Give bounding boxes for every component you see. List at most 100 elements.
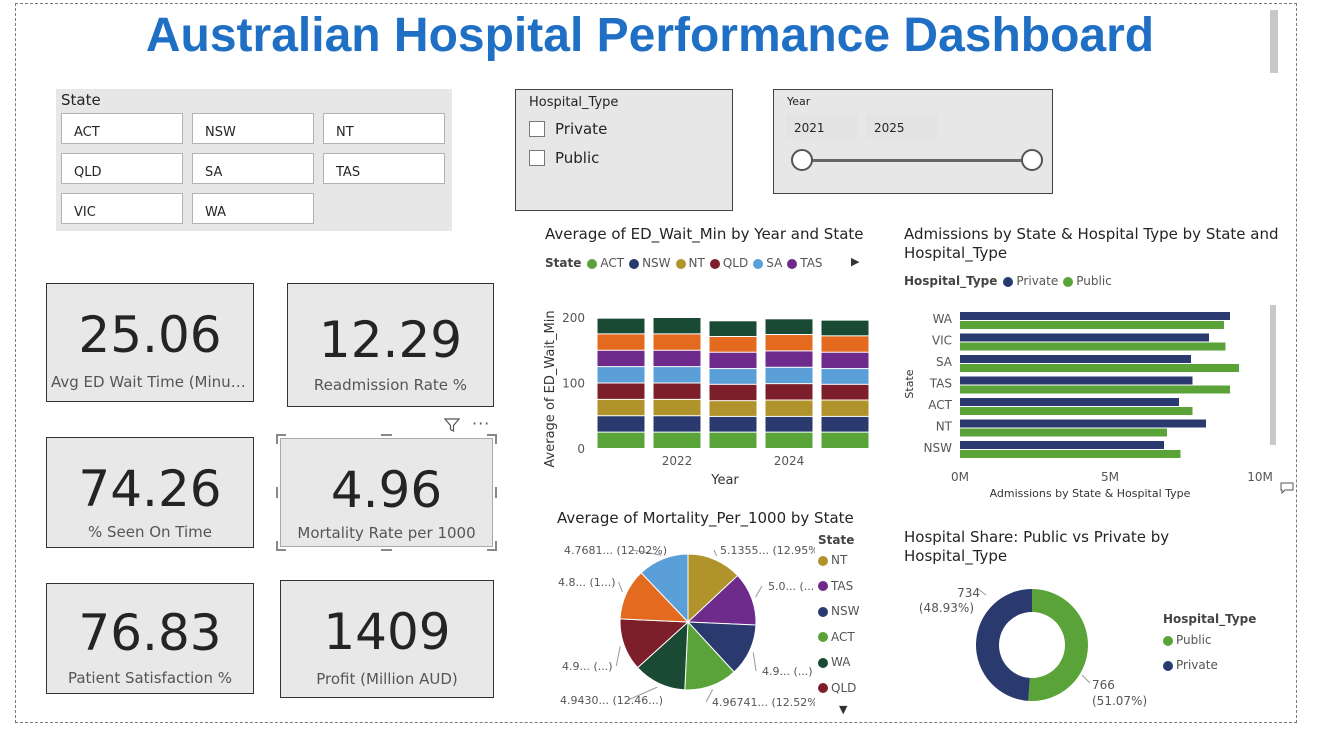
legend-marker <box>818 606 828 617</box>
kpi-value: 1409 <box>323 603 451 661</box>
hospital-type-option-private[interactable]: Private <box>529 120 607 138</box>
bar-segment <box>653 416 701 432</box>
donut-slice <box>975 589 1032 701</box>
x-tick-label: 0M <box>951 470 969 484</box>
year-slider-start-handle[interactable] <box>791 149 813 171</box>
donut-data-label: 734 <box>957 586 980 600</box>
kpi-card-readmission-rate[interactable]: 12.29 Readmission Rate % <box>287 283 494 407</box>
selection-handles[interactable] <box>276 434 497 551</box>
comment-icon[interactable] <box>1280 482 1294 497</box>
checkbox-private[interactable] <box>529 121 545 137</box>
ed-wait-chart-title: Average of ED_Wait_Min by Year and State <box>545 225 864 243</box>
mortality-legend: State NT TAS NSW ACT WA QLD <box>818 533 859 706</box>
bar-segment <box>653 318 701 334</box>
year-from-input[interactable]: 2021 <box>786 115 858 139</box>
ed-wait-stacked-column-chart[interactable]: 0 100 200 2022 2024 Year Average of ED_Wait_Mi… <box>535 285 880 490</box>
bar-segment <box>709 416 757 432</box>
bar <box>960 376 1193 385</box>
year-slicer: Year 2021 2025 <box>773 89 1053 194</box>
bar-segment <box>821 400 869 416</box>
bar <box>960 312 1230 320</box>
state-option-vic[interactable]: VIC <box>61 193 183 224</box>
bar <box>960 342 1226 351</box>
legend-marker <box>818 581 828 591</box>
legend-item-act[interactable]: ACT <box>587 256 624 270</box>
state-option-qld[interactable]: QLD <box>61 153 183 184</box>
legend-label: NSW <box>831 604 860 618</box>
filter-icon[interactable] <box>443 417 461 437</box>
kpi-card-avg-ed-wait[interactable]: 25.06 Avg ED Wait Time (Minut... <box>46 283 254 402</box>
more-options-icon[interactable]: ··· <box>472 414 491 433</box>
legend-label: QLD <box>831 680 857 695</box>
bar-segment <box>765 351 813 367</box>
bar-segment <box>709 401 757 416</box>
legend-item-private[interactable]: Private <box>1003 274 1058 288</box>
bar-segment <box>709 352 757 369</box>
legend-scroll-down-icon[interactable]: ▼ <box>839 703 848 716</box>
state-option-tas[interactable]: TAS <box>323 153 445 184</box>
report-canvas <box>15 3 1297 723</box>
legend-item-nt[interactable]: NT <box>818 553 859 579</box>
state-option-act[interactable]: ACT <box>61 113 183 144</box>
pie-data-label: 4.8... (1...) <box>558 576 616 589</box>
pie-data-label: 5.1355... (12.95%) <box>720 544 815 557</box>
kpi-card-seen-on-time[interactable]: 74.26 % Seen On Time <box>46 437 254 548</box>
pie-slice <box>687 553 739 624</box>
legend-item-tas[interactable]: TAS <box>787 256 823 270</box>
legend-next-arrow-icon[interactable]: ▶ <box>851 255 860 268</box>
year-to-input[interactable]: 2025 <box>866 115 938 139</box>
hospital-type-slicer-title: Hospital_Type <box>529 95 619 110</box>
pie-leader-line <box>705 689 714 703</box>
legend-item-act[interactable]: ACT <box>818 630 859 656</box>
kpi-label: Readmission Rate % <box>313 376 468 394</box>
bar-segment <box>765 384 813 400</box>
bar-segment <box>765 416 813 432</box>
year-slider-end-handle[interactable] <box>1021 149 1043 171</box>
admissions-chart-scrollbar[interactable] <box>1270 305 1276 445</box>
state-option-nt[interactable]: NT <box>323 113 445 144</box>
bar-segment <box>709 321 757 336</box>
hospital-type-option-public[interactable]: Public <box>529 149 599 167</box>
legend-label: WA <box>831 655 851 669</box>
bar <box>960 419 1206 428</box>
hospital-share-donut-chart[interactable]: 766 (51.07%) 734(48.93%) <box>920 575 1160 715</box>
pie-data-label: 4.7681... (12.02%) <box>564 544 667 557</box>
bar-segment <box>765 400 813 416</box>
bar-segment <box>653 432 701 448</box>
legend-item-nt[interactable]: NT <box>675 256 705 270</box>
donut-data-label: (51.07%) <box>1092 694 1147 708</box>
legend-marker <box>753 258 764 269</box>
legend-item-private[interactable]: Private <box>1163 658 1256 683</box>
vertical-scrollbar[interactable] <box>1270 10 1278 73</box>
legend-label: ACT <box>600 256 625 270</box>
bar-segment <box>821 384 869 400</box>
legend-item-sa[interactable]: SA <box>753 256 782 270</box>
admissions-horizontal-bar-chart[interactable]: WA VIC SA TAS ACT NT NSW 0M 5M 10M Admissions by S… <box>896 300 1276 505</box>
legend-item-qld[interactable]: QLD <box>818 681 859 707</box>
bar-segment <box>709 432 757 448</box>
admissions-chart-title: Admissions by State & Hospital Type by S… <box>904 225 1279 262</box>
legend-item-public[interactable]: Public <box>1063 274 1112 288</box>
checkbox-public[interactable] <box>529 150 545 166</box>
kpi-card-profit[interactable]: 1409 Profit (Million AUD) <box>280 580 494 698</box>
legend-item-nsw[interactable]: NSW <box>818 604 859 630</box>
kpi-value: 25.06 <box>78 306 222 364</box>
state-option-sa[interactable]: SA <box>192 153 314 184</box>
legend-item-public[interactable]: Public <box>1163 633 1256 658</box>
kpi-value: 76.83 <box>78 604 222 662</box>
kpi-card-mortality-rate[interactable]: 4.96 Mortality Rate per 1000 <box>280 438 493 547</box>
pie-leader-line <box>618 581 623 593</box>
state-option-nsw[interactable]: NSW <box>192 113 314 144</box>
kpi-card-patient-satisfaction[interactable]: 76.83 Patient Satisfaction % <box>46 583 254 694</box>
mortality-pie-chart[interactable]: 5.1355... (12.95%) 5.0... (...) 4.9... (..… <box>540 530 815 715</box>
state-option-wa[interactable]: WA <box>192 193 314 224</box>
legend-item-qld[interactable]: QLD <box>709 256 748 270</box>
legend-item-tas[interactable]: TAS <box>818 579 859 605</box>
x-tick-label: 2022 <box>662 454 693 468</box>
legend-item-nsw[interactable]: NSW <box>629 256 671 270</box>
legend-item-wa[interactable]: WA <box>818 655 859 681</box>
bar-segment <box>653 350 701 367</box>
bar <box>960 321 1224 329</box>
y-tick-label: VIC <box>932 334 952 348</box>
bar-segment <box>709 336 757 352</box>
